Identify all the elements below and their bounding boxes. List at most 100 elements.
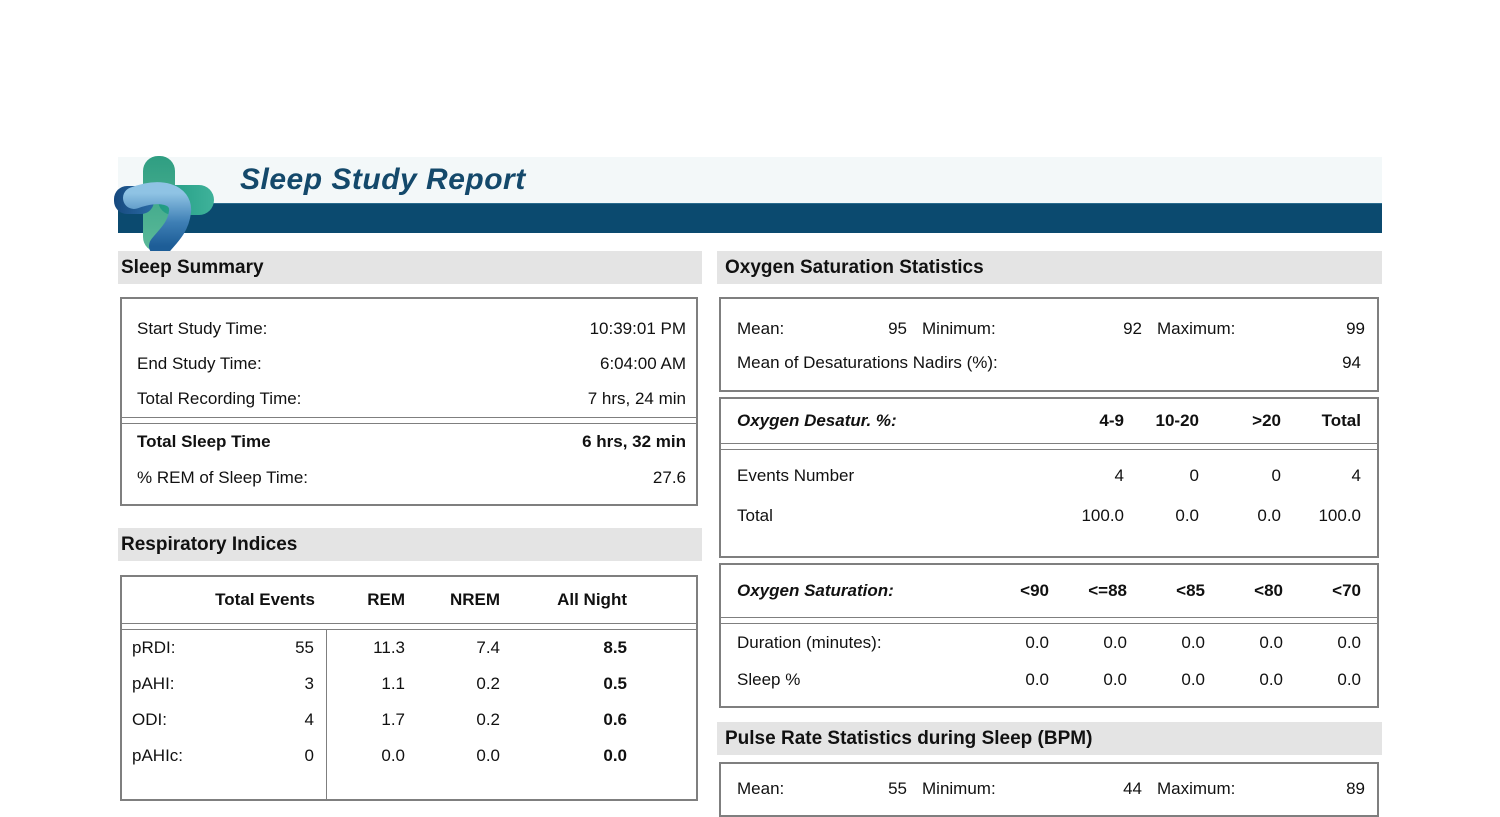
oxygen-mean-min-max-row: Mean: 95 Minimum: 92 Maximum: 99 <box>721 312 1377 346</box>
row-label: Duration (minutes): <box>737 632 882 652</box>
pulse-mean-min-max-row: Mean: 55 Minimum: 44 Maximum: 89 <box>721 764 1377 806</box>
table-row: Duration (minutes): 0.0 0.0 0.0 0.0 0.0 <box>721 624 1377 661</box>
mean-label: Mean: <box>737 779 785 798</box>
row-cell: ODI: 4 <box>122 702 327 738</box>
row-label: pRDI: <box>132 638 176 657</box>
column-header: <=88 <box>1088 581 1127 600</box>
table-row: Sleep % 0.0 0.0 0.0 0.0 0.0 <box>721 661 1377 698</box>
table-row: pRDI: 55 11.3 7.4 8.5 <box>122 630 696 666</box>
cell-value: 0.0 <box>1025 632 1049 652</box>
respiratory-indices-table: Total Events REM NREM All Night pRDI: 55… <box>120 575 698 801</box>
cell-value: 4 <box>1114 466 1124 485</box>
cell-value: 0.0 <box>1181 669 1205 689</box>
column-header: 10-20 <box>1155 411 1199 430</box>
divider <box>122 623 696 630</box>
column-header: <80 <box>1254 581 1283 600</box>
minimum-label: Minimum: <box>922 779 996 798</box>
cell-value: 0.0 <box>1257 506 1281 525</box>
desaturation-nadirs-row: Mean of Desaturations Nadirs (%): 94 <box>721 346 1377 380</box>
minimum-value: 92 <box>1123 319 1142 338</box>
mean-value: 95 <box>888 319 907 338</box>
divider <box>721 443 1377 450</box>
logo-blue-ribbon <box>123 182 191 254</box>
row-cell: pAHI: 3 <box>122 666 327 702</box>
column-header: NREM <box>449 590 500 609</box>
nadirs-label: Mean of Desaturations Nadirs (%): <box>737 353 998 372</box>
column-header: 4-9 <box>1099 411 1124 430</box>
cell-value: 0.0 <box>1259 632 1283 652</box>
cell-value: 100.0 <box>1318 506 1361 525</box>
sleep-study-report-page: Sleep Study Report Sleep Summary Start S… <box>114 156 1382 817</box>
divider <box>122 417 696 424</box>
column-header: <90 <box>1020 581 1049 600</box>
total-events-value: 55 <box>295 638 314 657</box>
rem-value: 0.0 <box>381 746 405 765</box>
table-header-row: Oxygen Desatur. %: 4-9 10-20 >20 Total <box>721 399 1377 443</box>
row-value: 27.6 <box>652 468 686 487</box>
rem-value: 11.3 <box>373 638 405 657</box>
saturation-header-label: Oxygen Saturation: <box>737 581 894 600</box>
maximum-label: Maximum: <box>1157 779 1236 798</box>
rem-value: 1.7 <box>381 710 405 729</box>
table-row: pAHI: 3 1.1 0.2 0.5 <box>122 666 696 702</box>
report-title: Sleep Study Report <box>240 163 526 196</box>
table-row: Events Number 4 0 0 4 <box>721 456 1377 496</box>
all-night-value: 0.6 <box>603 710 627 729</box>
row-label: Total Sleep Time <box>137 432 271 451</box>
column-header: Total Events <box>215 590 315 609</box>
pulse-rate-stats-box: Mean: 55 Minimum: 44 Maximum: 89 <box>719 762 1379 817</box>
divider <box>721 617 1377 624</box>
row-value: 7 hrs, 24 min <box>587 389 686 408</box>
maximum-label: Maximum: <box>1157 319 1236 338</box>
total-events-value: 4 <box>304 710 314 729</box>
cell-value: 0.0 <box>1103 632 1127 652</box>
oxygen-saturation-table: Oxygen Saturation: <90 <=88 <85 <80 <70 … <box>719 563 1379 708</box>
all-night-value: 8.5 <box>603 638 627 657</box>
sleep-summary-box: Start Study Time: 10:39:01 PM End Study … <box>120 297 698 506</box>
row-label: % REM of Sleep Time: <box>137 468 309 487</box>
row-cell: pRDI: 55 <box>122 630 327 666</box>
cell-value: 0.0 <box>1259 669 1283 689</box>
nrem-value: 0.2 <box>476 674 500 693</box>
minimum-label: Minimum: <box>922 319 996 338</box>
row-label: Sleep % <box>737 669 801 689</box>
table-row: Total 100.0 0.0 0.0 100.0 <box>721 496 1377 536</box>
nrem-value: 7.4 <box>476 638 500 657</box>
table-row-clipped <box>122 774 696 799</box>
cell-value: 0.0 <box>1337 669 1361 689</box>
row-label: Total Recording Time: <box>137 389 302 408</box>
cell-value: 0.0 <box>1181 632 1205 652</box>
rem-value: 1.1 <box>381 674 405 693</box>
row-label: pAHI: <box>132 674 175 693</box>
section-title: Sleep Summary <box>121 256 264 278</box>
section-pulse-rate-statistics: Pulse Rate Statistics during Sleep (BPM) <box>717 722 1382 755</box>
column-header: REM <box>367 590 405 609</box>
cell-value: 0.0 <box>1103 669 1127 689</box>
row-cell: pAHIc: 0 <box>122 738 327 774</box>
row-value: 6:04:00 AM <box>599 353 686 373</box>
minimum-value: 44 <box>1123 779 1142 798</box>
header-background <box>118 157 1382 203</box>
nrem-value: 0.2 <box>476 710 500 729</box>
row-label: Events Number <box>737 466 855 485</box>
column-header: >20 <box>1252 411 1281 430</box>
cell-value: 0 <box>1271 466 1281 485</box>
table-header-row: Oxygen Saturation: <90 <=88 <85 <80 <70 <box>721 565 1377 617</box>
table-row: pAHIc: 0 0.0 0.0 0.0 <box>122 738 696 774</box>
desat-header-label: Oxygen Desatur. %: <box>737 411 897 430</box>
all-night-value: 0.5 <box>603 674 627 693</box>
cell-value: 0 <box>1189 466 1199 485</box>
total-events-value: 3 <box>304 674 314 693</box>
maximum-value: 99 <box>1346 319 1365 338</box>
cell-value: 4 <box>1351 466 1361 485</box>
nadirs-value: 94 <box>1342 353 1361 372</box>
table-header-row: Total Events REM NREM All Night <box>122 577 696 623</box>
section-oxygen-saturation-statistics: Oxygen Saturation Statistics <box>717 251 1382 284</box>
table-row: Total Recording Time: 7 hrs, 24 min <box>122 381 696 417</box>
cell-value: 0.0 <box>1337 632 1361 652</box>
oxygen-desaturation-table: Oxygen Desatur. %: 4-9 10-20 >20 Total E… <box>719 397 1379 558</box>
cell-value: 0.0 <box>1025 669 1049 689</box>
all-night-value: 0.0 <box>603 746 627 765</box>
nrem-value: 0.0 <box>476 746 500 765</box>
row-value: 6 hrs, 32 min <box>582 432 686 451</box>
